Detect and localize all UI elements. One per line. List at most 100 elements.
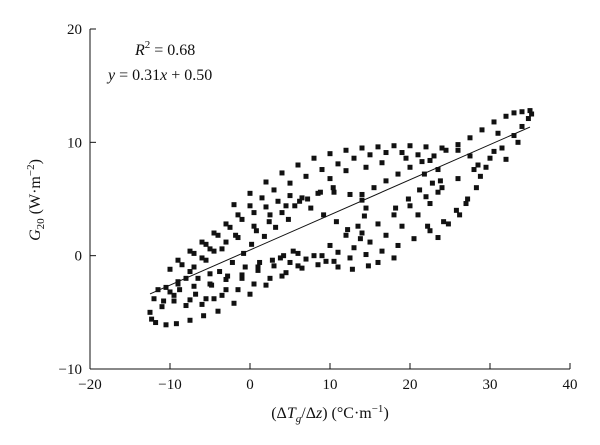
data-point [335, 249, 341, 255]
data-point [441, 219, 447, 225]
data-point [175, 257, 181, 263]
data-point [187, 248, 193, 254]
data-point [287, 193, 293, 199]
data-point [503, 156, 509, 162]
data-point [235, 212, 241, 218]
data-point [431, 153, 437, 159]
data-point [187, 269, 193, 275]
data-point [255, 264, 261, 270]
data-point [233, 232, 239, 238]
data-point [383, 150, 389, 156]
data-point [179, 262, 185, 268]
data-point [187, 297, 193, 303]
data-point [271, 263, 277, 269]
data-point [275, 198, 281, 204]
data-point [153, 320, 159, 326]
data-point [367, 239, 373, 245]
data-point [323, 258, 329, 264]
data-point [195, 275, 201, 281]
data-point [527, 108, 533, 114]
data-point [223, 276, 229, 282]
data-point [525, 116, 531, 122]
data-point [239, 272, 245, 278]
data-point [395, 242, 401, 248]
data-point [471, 167, 477, 173]
y-tick-label: 0 [75, 249, 83, 265]
data-point [167, 266, 173, 272]
data-point [249, 241, 255, 247]
data-point [263, 282, 269, 288]
data-point [319, 253, 325, 259]
data-point [203, 257, 209, 263]
x-tick-label: 40 [563, 377, 578, 393]
y-axis-ticks: −10 0 10 20 [59, 22, 96, 378]
data-point [211, 230, 217, 236]
data-point [335, 264, 341, 270]
data-point [171, 298, 177, 304]
data-point [453, 207, 459, 213]
data-point [247, 291, 253, 297]
data-point [207, 246, 213, 252]
data-point [255, 267, 261, 273]
data-point [217, 269, 223, 275]
data-point [343, 168, 349, 174]
data-point [177, 287, 183, 293]
data-point [235, 287, 241, 293]
data-point [375, 221, 381, 227]
data-point [199, 255, 205, 261]
data-point [465, 196, 471, 202]
data-point [427, 157, 433, 163]
data-point [297, 198, 303, 204]
data-point [231, 300, 237, 306]
data-point [277, 255, 283, 261]
regression-equation: y = 0.31x + 0.50 [106, 67, 212, 84]
data-point [315, 262, 321, 268]
data-point [439, 185, 445, 191]
data-point [253, 228, 259, 234]
data-point [375, 144, 381, 150]
data-point [391, 212, 397, 218]
data-point [159, 304, 165, 310]
data-point [415, 212, 421, 218]
data-point [183, 303, 189, 309]
data-point [467, 153, 473, 159]
data-point [191, 250, 197, 256]
data-point [395, 171, 401, 177]
data-point [331, 258, 337, 264]
data-point [529, 111, 535, 117]
data-point [292, 203, 298, 209]
data-point [455, 176, 461, 182]
data-point [287, 259, 293, 265]
data-points [147, 108, 535, 328]
x-tick-label: −20 [78, 377, 101, 393]
data-point [267, 212, 273, 218]
data-point [229, 259, 235, 265]
data-point [343, 147, 349, 153]
data-point [379, 160, 385, 166]
data-point [303, 256, 309, 262]
data-point [475, 162, 481, 168]
data-point [295, 263, 301, 269]
data-point [347, 255, 353, 261]
data-point [211, 248, 217, 254]
data-point [519, 123, 525, 129]
data-point [487, 155, 493, 161]
data-point [279, 273, 285, 279]
data-point [269, 257, 275, 263]
data-point [399, 223, 405, 229]
data-point [379, 248, 385, 254]
data-point [363, 205, 369, 211]
data-point [283, 203, 289, 209]
data-point [419, 159, 425, 165]
data-point [483, 164, 489, 170]
data-point [491, 148, 497, 154]
data-point [199, 239, 205, 245]
data-point [299, 195, 305, 201]
data-point [285, 216, 291, 222]
data-point [263, 179, 269, 185]
data-point [345, 227, 351, 233]
data-point [239, 275, 245, 281]
data-point [359, 230, 365, 236]
data-point [511, 133, 517, 139]
